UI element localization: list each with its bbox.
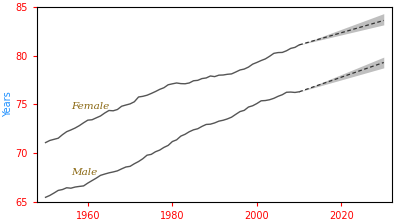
Text: Female: Female [71,102,109,111]
Text: Male: Male [71,168,97,177]
Y-axis label: Years: Years [3,92,13,117]
